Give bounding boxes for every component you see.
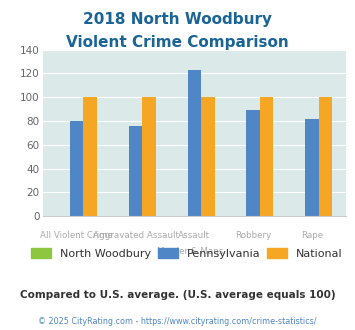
Text: 2018 North Woodbury: 2018 North Woodbury bbox=[83, 12, 272, 26]
Text: Robbery: Robbery bbox=[235, 231, 271, 240]
Text: Rape: Rape bbox=[301, 231, 323, 240]
Bar bbox=[246, 110, 260, 216]
Text: Compared to U.S. average. (U.S. average equals 100): Compared to U.S. average. (U.S. average … bbox=[20, 290, 335, 300]
Bar bbox=[201, 97, 215, 216]
Text: All Violent Crime: All Violent Crime bbox=[40, 231, 113, 240]
Bar bbox=[260, 97, 273, 216]
Bar bbox=[319, 97, 332, 216]
Bar bbox=[142, 97, 156, 216]
Bar bbox=[305, 118, 319, 216]
Text: Assault: Assault bbox=[178, 231, 211, 240]
Bar bbox=[187, 70, 201, 216]
Text: Aggravated Assault: Aggravated Assault bbox=[93, 231, 179, 240]
Text: © 2025 CityRating.com - https://www.cityrating.com/crime-statistics/: © 2025 CityRating.com - https://www.city… bbox=[38, 317, 317, 326]
Bar bbox=[129, 126, 142, 216]
Legend: North Woodbury, Pennsylvania, National: North Woodbury, Pennsylvania, National bbox=[27, 244, 347, 263]
Text: Violent Crime Comparison: Violent Crime Comparison bbox=[66, 35, 289, 50]
Bar bbox=[83, 97, 97, 216]
Text: Murder & Mans...: Murder & Mans... bbox=[157, 247, 231, 256]
Bar bbox=[70, 121, 83, 216]
